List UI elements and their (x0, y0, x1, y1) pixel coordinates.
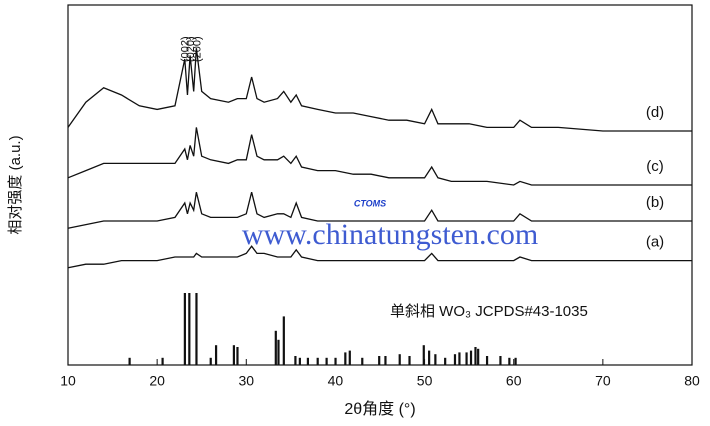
reference-stick (294, 356, 297, 365)
y-axis-label: 相对强度 (a.u.) (7, 135, 24, 234)
series-label: (a) (646, 234, 664, 251)
series-label: (c) (646, 158, 664, 175)
reference-stick (378, 356, 381, 365)
reference-stick (325, 357, 328, 365)
reference-stick (183, 293, 186, 365)
reference-stick (499, 356, 502, 365)
reference-stick (408, 356, 411, 365)
reference-stick (465, 352, 468, 365)
reference-stick (444, 357, 447, 365)
reference-stick (348, 350, 351, 365)
x-tick-label: 80 (684, 373, 700, 389)
reference-stick (453, 354, 457, 365)
reference-stick (398, 354, 401, 365)
x-tick-label: 40 (328, 373, 344, 389)
reference-stick (334, 357, 337, 365)
peak-annotation: (020) (185, 36, 197, 62)
reference-stick (282, 316, 285, 365)
x-tick-label: 60 (506, 373, 522, 389)
reference-stick (434, 354, 437, 365)
reference-stick (316, 357, 319, 365)
reference-stick (474, 347, 477, 365)
reference-stick (361, 357, 364, 365)
series-line (67, 127, 692, 186)
x-tick-label: 30 (238, 373, 254, 389)
reference-stick (458, 352, 461, 365)
reference-stick (514, 357, 517, 365)
reference-stick (209, 357, 212, 365)
reference-stick (236, 347, 239, 365)
peak-annotation: (200) (191, 36, 203, 62)
x-tick-label: 10 (60, 373, 76, 389)
series-line (67, 48, 692, 132)
logo-text: CTOMS (354, 198, 386, 208)
reference-stick (232, 345, 236, 365)
reference-stick (188, 293, 191, 365)
series-line (67, 245, 692, 269)
watermark: www.chinatungsten.com (242, 218, 538, 251)
reference-stick (195, 293, 198, 365)
series-line (67, 192, 692, 229)
reference-stick (477, 348, 480, 365)
series-label: (d) (646, 104, 664, 121)
reference-stick (384, 356, 387, 365)
peak-annotation: (002) (180, 36, 192, 62)
reference-stick (428, 350, 431, 365)
reference-stick (485, 356, 489, 365)
reference-stick (508, 357, 511, 365)
reference-stick (128, 357, 131, 365)
x-tick-label: 20 (149, 373, 165, 389)
reference-stick (344, 352, 347, 365)
x-tick-label: 70 (595, 373, 611, 389)
reference-stick (274, 330, 277, 365)
reference-stick (277, 339, 280, 365)
reference-stick (161, 357, 164, 365)
reference-label: 单斜相 WO₃ JCPDS#43-1035 (390, 303, 588, 320)
x-axis-label: 2θ角度 (°) (344, 400, 415, 418)
x-tick-label: 50 (417, 373, 433, 389)
reference-stick (306, 357, 309, 365)
reference-stick (298, 357, 301, 365)
reference-stick (422, 345, 425, 365)
reference-stick (214, 345, 218, 365)
series-label: (b) (646, 194, 664, 211)
reference-stick (469, 350, 473, 365)
